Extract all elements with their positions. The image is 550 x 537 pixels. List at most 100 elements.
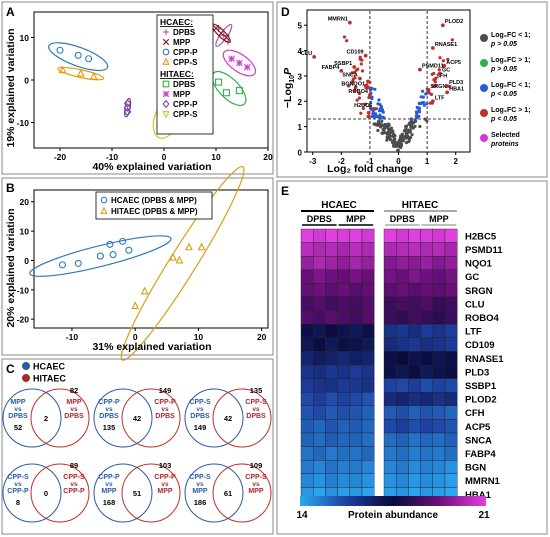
panel-a-legend-entry: MPP — [173, 90, 191, 99]
heatmap-cell — [300, 324, 314, 339]
heatmap-cell — [444, 392, 458, 407]
panel-d-point — [371, 110, 375, 114]
panel-b-plot: -10 0 10 20 -20 -10 0 10 20 HCAEC (DPBS & MPP) HIT… — [17, 166, 269, 361]
panel-d-point — [370, 114, 374, 119]
heatmap-cell — [396, 378, 409, 393]
panel-a-legend-marker — [162, 90, 170, 98]
panel-a-point — [89, 71, 98, 80]
panel-d-selected-point — [368, 93, 372, 97]
panel-d-protein-label: NQO1 — [349, 81, 365, 87]
heatmap-subgroup-label: DPBS — [390, 214, 415, 224]
panel-d-point — [423, 117, 427, 121]
panel-d-point — [403, 136, 407, 140]
panel-d-point — [438, 56, 442, 60]
heatmap-cell — [408, 392, 421, 407]
panel-b-legend: HCAEC (DPBS & MPP) HITAEC (DPBS & MPP) — [95, 191, 213, 220]
venn-left-label: vs — [14, 481, 22, 488]
panel-d-protein-label: SRGN — [431, 84, 447, 90]
panel-d-ytick-label: 1 — [298, 123, 303, 132]
heatmap-cell — [337, 473, 351, 488]
panel-d-selected-point — [432, 77, 437, 82]
panel-d-point — [382, 131, 386, 135]
panel-b-point — [131, 301, 140, 310]
venn-right-count: 82 — [70, 386, 78, 395]
venn-left-label: CPP-P — [98, 399, 120, 406]
venn-left-label: CPP-S — [7, 474, 29, 481]
panel-d-point — [379, 105, 383, 109]
heatmap-cell — [349, 337, 363, 352]
venn-right-label: vs — [70, 481, 78, 488]
panel-a-legend-entry: CPP-P — [173, 48, 198, 57]
panel-d-legend-line: Log₂FC < 1; — [491, 32, 530, 39]
panel-a-point — [85, 55, 93, 63]
panel-d-selected-point — [363, 53, 368, 58]
heatmap-cell — [408, 324, 421, 339]
panel-a-point — [123, 107, 132, 117]
heatmap-cell — [337, 228, 351, 243]
panel-d-point — [366, 79, 370, 83]
heatmap-cell — [313, 419, 326, 434]
heatmap-cell — [444, 460, 458, 475]
panel-d-xtick-label: 0 — [396, 157, 401, 166]
panel-a-point — [235, 87, 243, 95]
panel-d-point — [393, 144, 398, 148]
heatmap-cell — [325, 351, 338, 366]
panel-a-plot: -20 -10 0 10 20-10010HCAEC:DPBSMPPCPP-PCPP-S… — [17, 11, 273, 162]
panel-d-point — [417, 110, 422, 114]
heatmap-cell — [337, 364, 351, 379]
heatmap-cell — [325, 364, 338, 379]
heatmap-cell — [300, 364, 314, 379]
heatmap-row-label: PLD3 — [465, 367, 489, 378]
panel-d-point — [386, 135, 390, 140]
heatmap-cell — [383, 324, 397, 339]
panel-d-legend-dot — [480, 134, 488, 142]
heatmap-cell — [300, 242, 314, 257]
panel-d-point — [419, 95, 423, 99]
heatmap-row-label: SSBP1 — [465, 381, 497, 392]
venn-right-label: DPBS — [246, 413, 266, 420]
heatmap-cell — [396, 310, 409, 325]
panel-d-legend: Log₂FC < 1; p > 0.05 Log₂FC > 1; p > 0.05 Lo… — [480, 32, 530, 148]
heatmap-cell — [408, 432, 421, 447]
panel-a-point — [212, 24, 220, 32]
panel-d-point — [360, 58, 364, 62]
panel-d-protein-label: MMRN1 — [328, 17, 348, 23]
panel-b-point — [74, 259, 82, 267]
panel-a-legend-marker — [163, 29, 169, 35]
panel-a-ytick-label: 10 — [20, 33, 30, 43]
heatmap-cell — [349, 242, 363, 257]
heatmap-cell — [300, 405, 314, 420]
heatmap-cell — [325, 256, 338, 271]
heatmap-cell — [300, 378, 314, 393]
panel-b-ytick-label: -10 — [17, 285, 30, 295]
heatmap-cell — [300, 351, 314, 366]
heatmap-cell — [325, 337, 338, 352]
panel-b-point — [175, 255, 184, 264]
legend-hitaec-label: HITAEC — [33, 374, 66, 384]
heatmap-cell — [408, 364, 421, 379]
venn-left-count: 135 — [103, 423, 116, 432]
venn-left-label: CPP-S — [189, 474, 211, 481]
panel-d-point — [420, 89, 425, 93]
heatmap-cell — [313, 269, 326, 284]
heatmap-group-label: HCAEC — [321, 200, 357, 211]
heatmap-cell — [349, 405, 363, 420]
panel-d-xtick-label: -3 — [309, 157, 317, 166]
heatmap-cell — [383, 392, 397, 407]
venn-right-label: CPP-S — [63, 474, 85, 481]
heatmap-cell — [337, 283, 351, 298]
heatmap-cell — [444, 269, 458, 284]
venn-right-label: vs — [161, 406, 169, 413]
panel-b-point — [118, 237, 127, 245]
panel-d-legend-dot — [480, 34, 488, 42]
heatmap-cell — [408, 337, 421, 352]
panel-d-point — [425, 102, 429, 106]
panel-a-ylabel: 19% explained variation — [5, 28, 17, 147]
heatmap-cell — [408, 228, 421, 243]
panel-d-point — [375, 123, 379, 127]
heatmap-cell — [300, 283, 314, 298]
panel-d-point — [380, 108, 384, 112]
panel-d-point — [370, 96, 374, 101]
